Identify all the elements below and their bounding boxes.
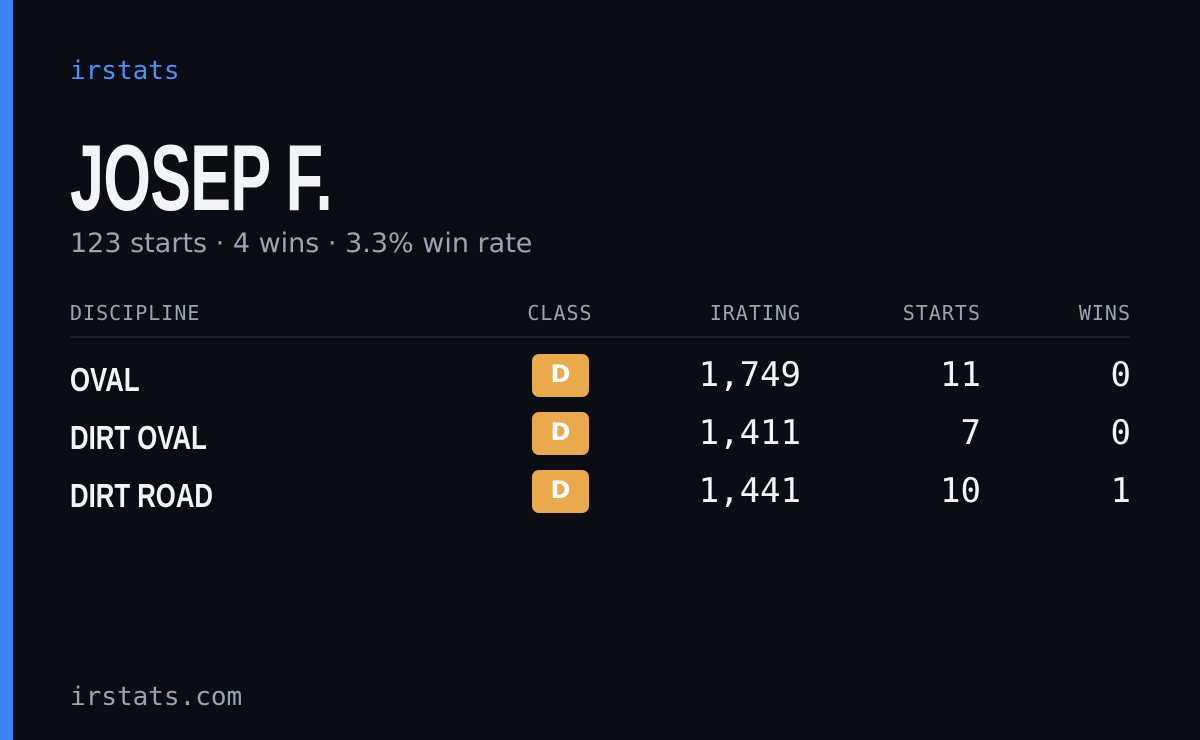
header-irating: IRATING [709, 301, 801, 325]
starts: 10 [940, 471, 981, 511]
header-discipline: DISCIPLINE [70, 301, 201, 325]
irating: 1,441 [698, 471, 801, 511]
class-badge: D [532, 470, 589, 513]
wins: 0 [1110, 355, 1131, 395]
header-starts: STARTS [902, 301, 981, 325]
divider [70, 336, 1130, 338]
summary: 123 starts · 4 wins · 3.3% win rate [70, 228, 533, 259]
wins: 1 [1110, 471, 1131, 511]
irating: 1,411 [698, 413, 801, 453]
starts: 11 [940, 355, 981, 395]
footer: irstats.com [70, 682, 243, 712]
discipline: DIRT ROAD [70, 477, 213, 514]
discipline: OVAL [70, 361, 140, 398]
header-wins: WINS [1078, 301, 1131, 325]
wins: 0 [1110, 413, 1131, 453]
class-badge: D [532, 412, 589, 455]
driver-name: JOSEP F. [70, 125, 333, 230]
brand: irstats [70, 56, 180, 86]
header-class: CLASS [527, 301, 593, 325]
accent-bar [0, 0, 13, 740]
irating: 1,749 [698, 355, 801, 395]
starts: 7 [960, 413, 981, 453]
class-badge: D [532, 354, 589, 397]
discipline: DIRT OVAL [70, 419, 207, 456]
